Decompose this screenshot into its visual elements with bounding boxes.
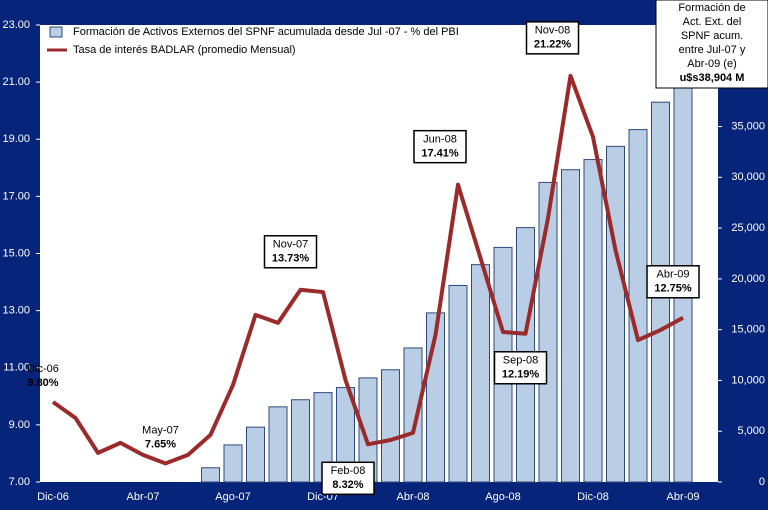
value-label: 21.22% — [534, 39, 572, 51]
bar — [246, 426, 265, 483]
point-label: Nov-08 — [535, 25, 570, 37]
y2-tick-label: 15,000 — [731, 324, 765, 336]
point-label: Dic-06 — [27, 363, 59, 375]
bar — [403, 347, 423, 483]
y2-tick-label: 35,000 — [731, 120, 765, 132]
bar — [268, 406, 288, 483]
value-label: 12.19% — [502, 369, 540, 381]
y-tick-label: 15.00 — [2, 247, 30, 259]
y2-tick-label: 5,000 — [737, 425, 765, 437]
annotation-total: u$s38,904 M — [680, 72, 745, 84]
y-tick-label: 11.00 — [3, 362, 30, 374]
legend-swatch — [49, 26, 63, 38]
bar — [583, 159, 603, 483]
point-label: Abr-09 — [656, 269, 689, 281]
label-box — [525, 21, 580, 55]
x-tick-label: Abr-08 — [396, 491, 429, 503]
bar — [561, 169, 580, 483]
y2-tick-label: 30,000 — [731, 171, 765, 183]
annotation-text: entre Jul-07 y — [679, 44, 746, 56]
bar — [201, 467, 220, 483]
value-label: 8.32% — [332, 479, 363, 491]
bar — [538, 181, 558, 483]
x-tick-label: Dic-06 — [37, 491, 69, 503]
label-box — [646, 265, 700, 299]
x-tick-label: Abr-07 — [126, 491, 159, 503]
annotation-text: SPNF acum. — [681, 30, 743, 42]
value-label: 7.65% — [145, 438, 176, 450]
value-label: 17.41% — [421, 148, 459, 160]
x-tick-label: Ago-07 — [215, 491, 250, 503]
point-label: May-07 — [142, 424, 179, 436]
annotation-text: Abr-09 (e) — [687, 58, 737, 70]
annotation-text: Formación de — [678, 2, 745, 14]
annotation-text: Act. Ext. del — [683, 16, 742, 28]
label-box — [493, 351, 548, 385]
y-tick-label: 21.00 — [2, 76, 30, 88]
y2-tick-label: 25,000 — [731, 222, 765, 234]
point-label: Feb-08 — [331, 465, 366, 477]
plot-area — [40, 25, 718, 482]
legend-label: Tasa de interés BADLAR (promedio Mensual… — [73, 44, 296, 56]
y-tick-label: 23.00 — [2, 19, 30, 31]
value-label: 12.75% — [654, 283, 692, 295]
y-tick-label: 9.00 — [9, 419, 30, 431]
label-box — [413, 129, 467, 164]
bar — [471, 264, 490, 483]
y-tick-label: 19.00 — [2, 133, 30, 145]
y2-tick-label: 10,000 — [731, 374, 765, 386]
bar — [448, 284, 468, 483]
line — [51, 73, 684, 466]
y-tick-label: 13.00 — [2, 305, 30, 317]
value-label: 9.80% — [27, 377, 58, 389]
bar — [381, 369, 400, 483]
x-tick-label: Dic-08 — [577, 491, 609, 503]
bar — [291, 399, 310, 483]
annotation-box — [655, 0, 768, 89]
value-label: 13.73% — [272, 253, 310, 265]
bar — [628, 129, 648, 483]
label-box — [321, 461, 375, 496]
y2-tick-label: 0 — [759, 476, 765, 488]
point-label: Nov-07 — [273, 239, 308, 251]
bar — [223, 444, 243, 483]
x-tick-label: Ago-08 — [485, 491, 520, 503]
point-label: Jun-08 — [423, 134, 457, 146]
point-label: Sep-08 — [503, 355, 538, 367]
legend-label: Formación de Activos Externos del SPNF a… — [73, 26, 459, 38]
label-box — [263, 235, 318, 269]
y-tick-label: 7.00 — [9, 476, 30, 488]
y2-tick-label: 20,000 — [731, 273, 765, 285]
y-tick-label: 17.00 — [2, 190, 30, 202]
x-tick-label: Abr-09 — [666, 491, 699, 503]
bar — [606, 145, 625, 483]
